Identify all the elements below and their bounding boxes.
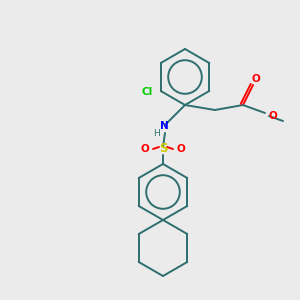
Text: N: N (160, 121, 168, 131)
Text: O: O (177, 144, 185, 154)
Text: O: O (268, 111, 278, 121)
Text: S: S (159, 142, 167, 155)
Text: H: H (154, 128, 160, 137)
Text: Cl: Cl (141, 87, 152, 97)
Text: O: O (252, 74, 260, 84)
Text: O: O (141, 144, 149, 154)
